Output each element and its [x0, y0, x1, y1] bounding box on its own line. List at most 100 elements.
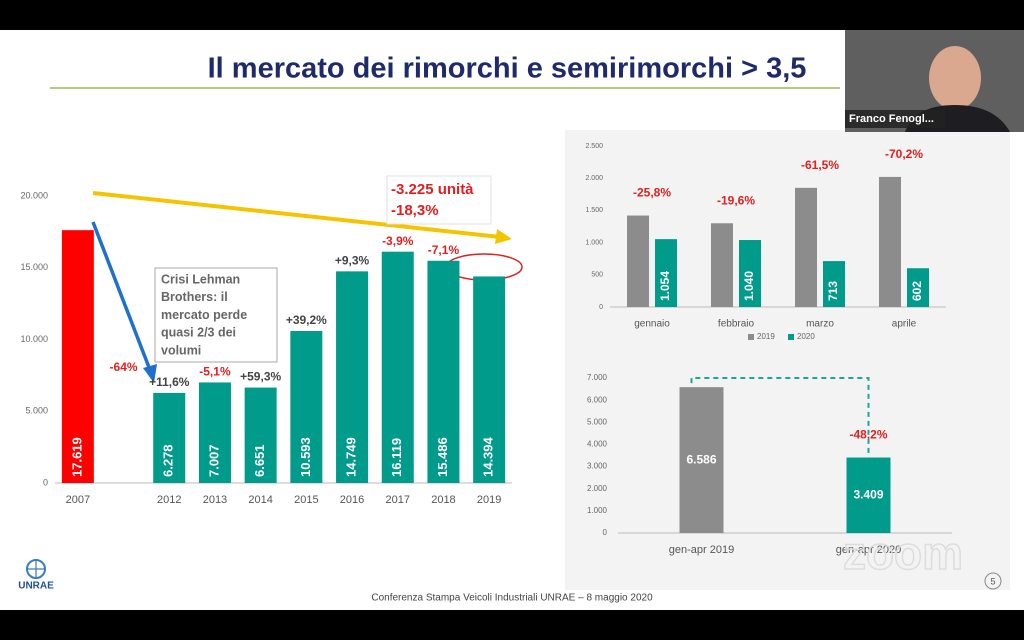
bar: [679, 387, 724, 533]
value-label: 713: [826, 281, 840, 301]
y-tick-label: 5.000: [25, 406, 48, 416]
x-tick-label: aprile: [892, 319, 917, 330]
legend-swatch: [788, 334, 794, 340]
bar: [336, 271, 369, 483]
legend-label: 2020: [797, 332, 815, 341]
y-tick-label: 0: [599, 304, 603, 311]
drop-arrow: [91, 221, 152, 371]
legend-swatch: [748, 334, 754, 340]
y-tick-label: 500: [591, 272, 603, 279]
bar: [627, 215, 649, 307]
page-badge: [984, 572, 1002, 590]
change-label: -61,5%: [801, 158, 839, 172]
bar: [655, 239, 677, 307]
bar: [711, 223, 733, 307]
x-tick-label: gen-apr 2019: [669, 544, 734, 556]
bar: [795, 187, 817, 307]
legend-label: 2019: [757, 332, 775, 341]
webcam-video: Franco Fenogl...: [845, 30, 1024, 132]
value-label: 15.486: [435, 437, 450, 477]
value-label: 14.394: [481, 436, 496, 477]
value-label: 7.007: [206, 444, 221, 477]
bar: [907, 268, 929, 307]
bar: [244, 387, 277, 483]
change-label: +9,3%: [335, 254, 370, 268]
x-tick-label: 2016: [340, 494, 364, 506]
value-label: 6.651: [252, 444, 267, 477]
x-tick-label: 2019: [477, 494, 501, 506]
value-label: 1.040: [742, 271, 756, 301]
change-label: -19,6%: [717, 193, 755, 207]
logo-text: UNRAE: [18, 581, 54, 592]
annotation-text: Crisi Lehman: [161, 272, 240, 286]
value-label: 6.278: [161, 444, 176, 477]
bar: [198, 382, 231, 483]
x-tick-label: 2012: [157, 494, 181, 506]
trend-arrow: [92, 191, 501, 239]
y-tick-label: 15.000: [20, 262, 48, 272]
comparison-line: [690, 377, 870, 454]
value-label: 3.409: [853, 487, 883, 501]
annotation-box: [386, 175, 492, 225]
x-tick-label: febbraio: [718, 319, 755, 330]
change-label: +39,2%: [286, 313, 327, 327]
x-tick-label: gen-apr 2020: [836, 544, 901, 556]
footer: Conferenza Stampa Veicoli Industriali UN…: [371, 593, 653, 604]
trend-arrow-head: [495, 229, 512, 244]
change-label: +11,6%: [149, 375, 190, 389]
annotation-text: volumi: [161, 343, 201, 357]
bar: [290, 330, 323, 483]
watermark: zoom: [843, 527, 963, 579]
y-tick-label: 0: [603, 528, 608, 537]
y-tick-label: 3.000: [587, 462, 608, 471]
annotation-box: [154, 267, 278, 363]
bar: [427, 260, 460, 483]
y-tick-label: 1.500: [585, 207, 603, 214]
value-label: 14.749: [343, 437, 358, 477]
annotation-text: quasi 2/3 dei: [161, 326, 236, 340]
bar: [739, 240, 761, 307]
bar: [846, 457, 891, 533]
y-tick-label: 1.000: [587, 506, 608, 515]
x-tick-label: 2018: [431, 494, 455, 506]
x-tick-label: marzo: [806, 319, 834, 330]
drop-arrow-head: [143, 364, 157, 383]
annotation-text: Brothers: il: [161, 290, 228, 304]
bar: [879, 176, 901, 307]
value-label: 16.119: [389, 438, 404, 477]
y-tick-label: 2.000: [587, 484, 608, 493]
y-tick-label: 5.000: [587, 417, 608, 426]
y-tick-label: 0: [43, 477, 48, 487]
change-label: +59,3%: [240, 370, 281, 384]
annotation-text: mercato perde: [161, 308, 247, 322]
annotation-text: -18,3%: [391, 202, 439, 219]
bar: [61, 230, 94, 483]
bar: [473, 276, 506, 483]
value-label: 6.586: [686, 452, 716, 466]
bar: [823, 261, 845, 307]
change-label: -7,1%: [428, 243, 460, 257]
x-tick-label: 2015: [294, 494, 318, 506]
change-label: -25,8%: [633, 186, 671, 200]
annotation-text: -3.225 unità: [391, 181, 474, 198]
y-tick-label: 4.000: [587, 440, 608, 449]
change-label: -5,1%: [199, 365, 231, 379]
y-tick-label: 2.000: [585, 175, 603, 182]
change-label: -3,9%: [382, 234, 414, 248]
slide-title: Il mercato dei rimorchi e semirimorchi >…: [208, 53, 807, 85]
logo-footer: UNRAE: [18, 559, 54, 592]
x-tick-label: 2007: [66, 494, 90, 506]
change-label: -64%: [110, 360, 138, 374]
x-tick-label: 2014: [248, 494, 272, 506]
y-tick-label: 1.000: [585, 239, 603, 246]
y-tick-label: 7.000: [587, 373, 608, 382]
y-tick-label: 6.000: [587, 395, 608, 404]
bar: [153, 392, 186, 483]
x-tick-label: gennaio: [634, 319, 670, 330]
value-label: 10.593: [298, 437, 313, 477]
value-label: 1.054: [658, 271, 672, 301]
value-label: 602: [910, 281, 924, 301]
participant-name: Franco Fenogl...: [849, 113, 934, 125]
y-tick-label: 20.000: [20, 190, 48, 200]
